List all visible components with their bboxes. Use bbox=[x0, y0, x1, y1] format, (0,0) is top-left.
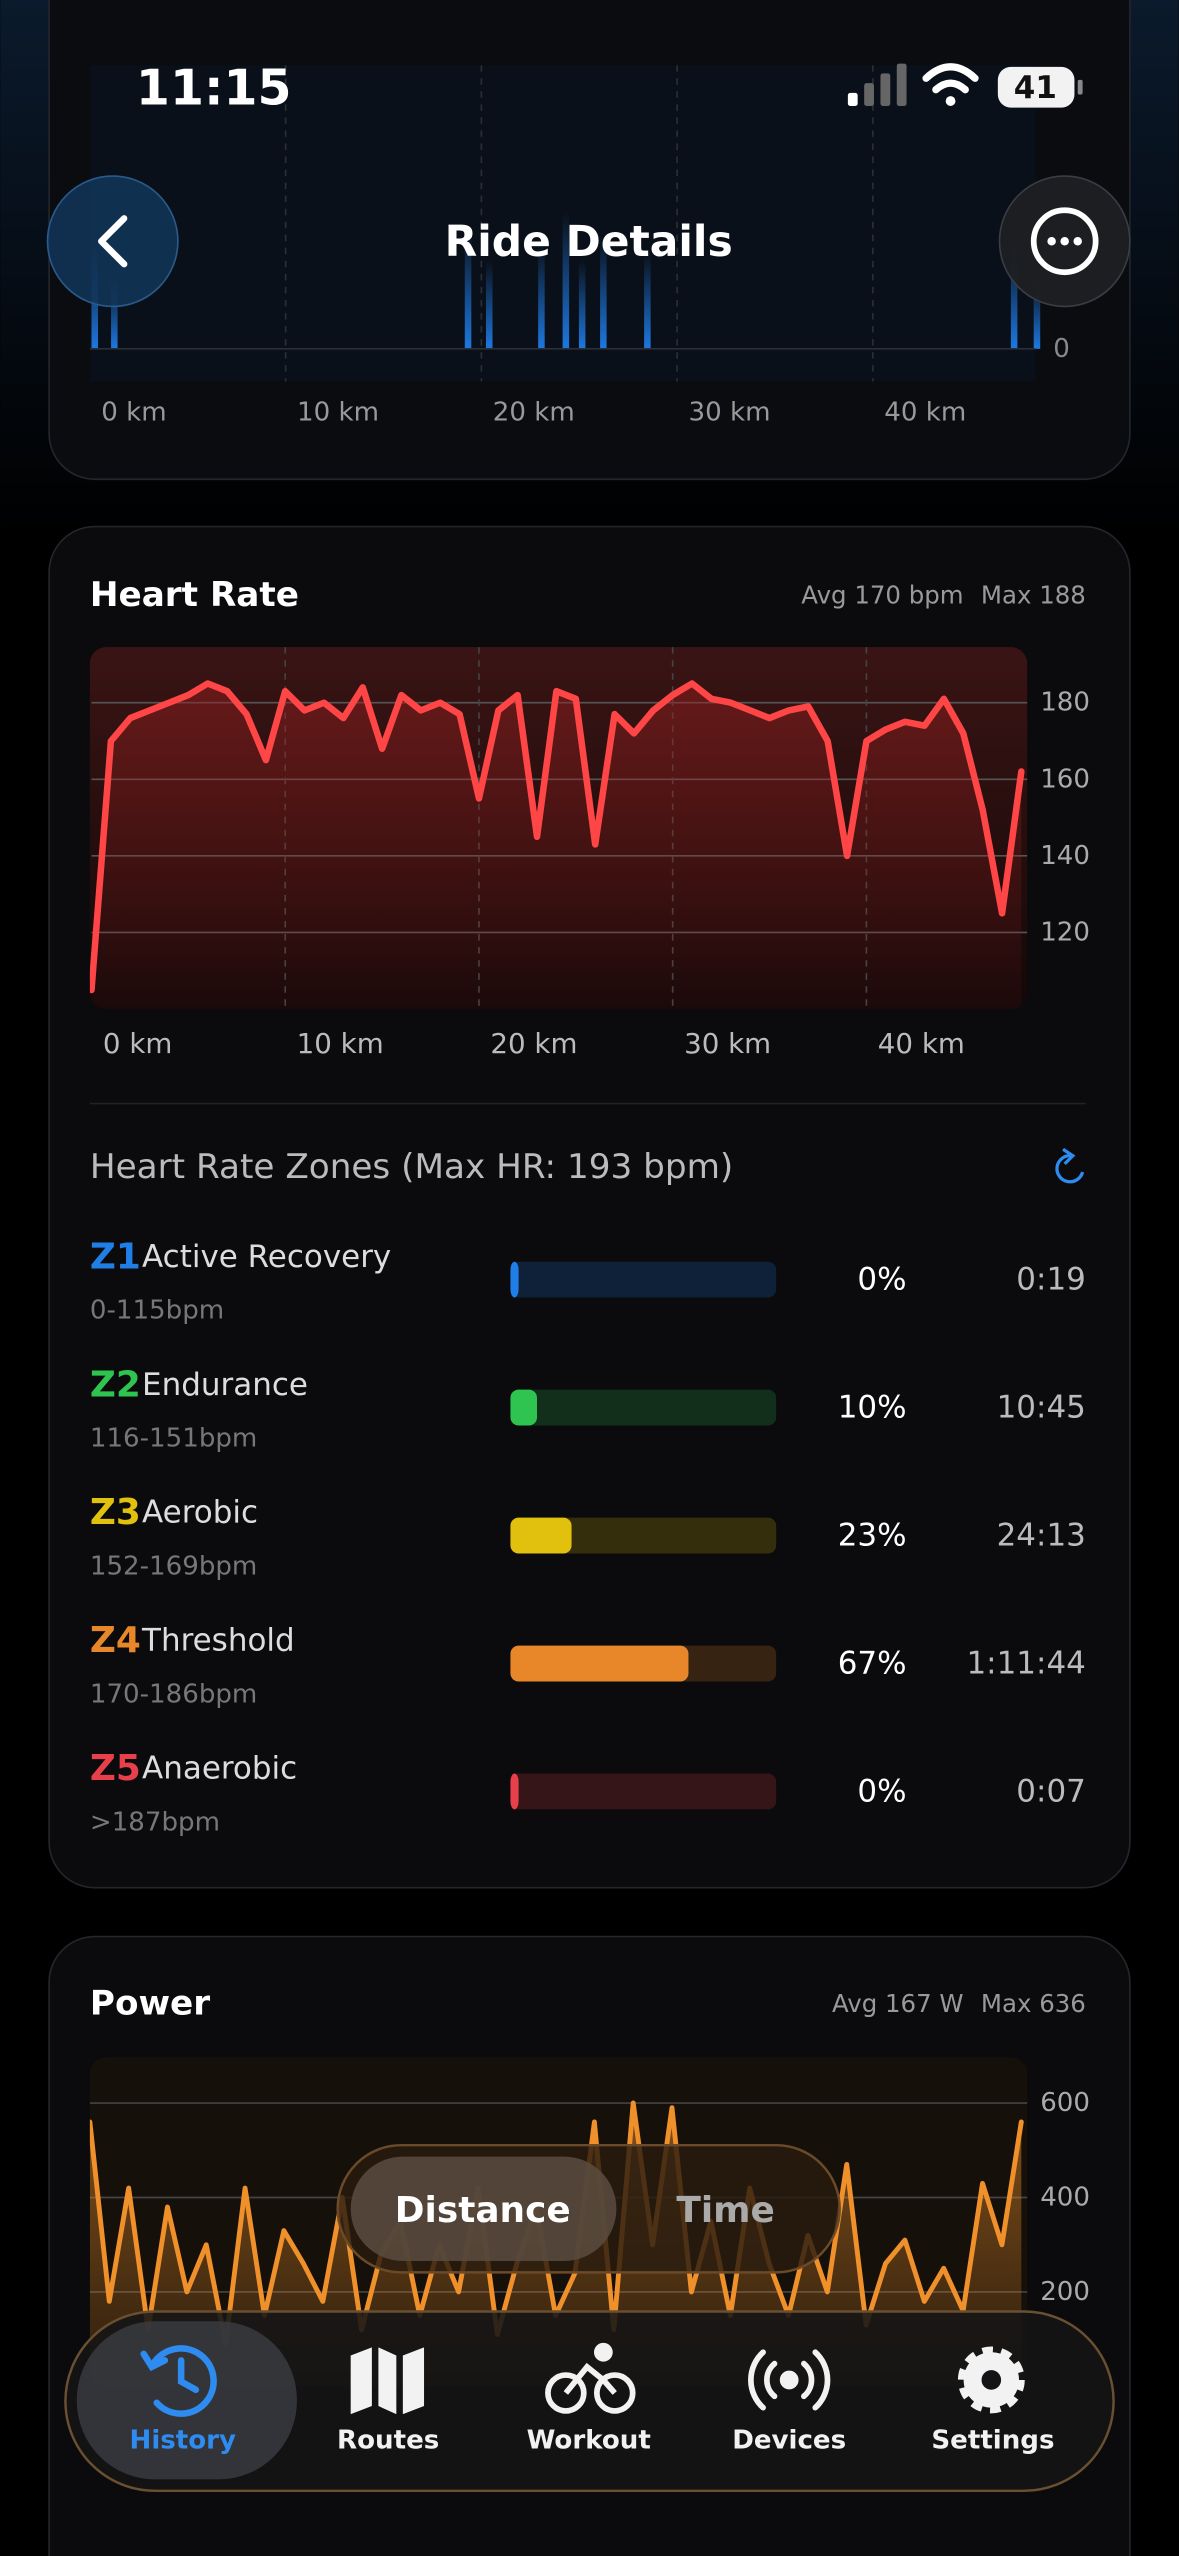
tab-label[interactable]: Routes bbox=[337, 2425, 439, 2455]
zone-range: 152-169bpm bbox=[90, 1552, 257, 1582]
zone-name: Active Recovery bbox=[142, 1239, 391, 1275]
zone-percent: 0% bbox=[857, 1262, 906, 1298]
page-title: Ride Details bbox=[445, 217, 733, 266]
toggle-option[interactable]: Distance bbox=[395, 2190, 571, 2231]
workout-icon bbox=[545, 2342, 636, 2414]
zone-bar bbox=[510, 1389, 538, 1426]
tab-label[interactable]: Devices bbox=[732, 2425, 846, 2455]
settings-icon bbox=[957, 2346, 1025, 2414]
x-tick-label: 40 km bbox=[884, 397, 966, 427]
card-title: Heart Rate bbox=[90, 575, 299, 615]
back-button[interactable] bbox=[46, 175, 179, 308]
max-stat: Max 636 bbox=[981, 1989, 1086, 2018]
x-tick-label: 10 km bbox=[297, 397, 379, 427]
zone-code: Z3 bbox=[90, 1492, 141, 1533]
distance-chart: 0 0 km 10 km 20 km 30 km 40 km bbox=[89, 65, 1070, 427]
heart-rate-chart: 120 140 160 180 0 km 10 km 20 km 30 km 40 km bbox=[89, 647, 1090, 1060]
zone-name: Endurance bbox=[142, 1367, 308, 1403]
zone-name: Threshold bbox=[141, 1623, 295, 1659]
x-tick-label: 40 km bbox=[878, 1027, 965, 1060]
zone-time: 0:07 bbox=[1016, 1773, 1086, 1809]
zone-bar bbox=[510, 1645, 689, 1682]
x-tick-label: 20 km bbox=[493, 397, 575, 427]
line bbox=[89, 680, 1025, 994]
back-icon bbox=[98, 215, 128, 268]
y-tick-label: 400 bbox=[1040, 2182, 1090, 2212]
x-tick-label: 10 km bbox=[297, 1027, 384, 1060]
y-tick-label: 180 bbox=[1040, 688, 1090, 718]
zone-range: 170-186bpm bbox=[90, 1679, 257, 1709]
more-dots bbox=[1047, 237, 1082, 246]
y-tick-label: 120 bbox=[1040, 917, 1090, 947]
y-tick-label: 600 bbox=[1040, 2088, 1090, 2118]
zone-code: Z2 bbox=[90, 1364, 141, 1405]
devices-icon bbox=[748, 2349, 831, 2411]
history-icon bbox=[140, 2345, 217, 2417]
toggle-selected bbox=[350, 2156, 617, 2261]
max-stat: Max 188 bbox=[981, 580, 1086, 609]
zone-bar bbox=[510, 1261, 519, 1298]
zone-code: Z1 bbox=[90, 1236, 141, 1277]
zone-track bbox=[510, 1389, 777, 1426]
area bbox=[91, 683, 1022, 1010]
more-icon bbox=[1030, 207, 1099, 276]
card-title: Power bbox=[90, 1983, 210, 2023]
x-tick-label: 20 km bbox=[490, 1027, 577, 1060]
zone-code: Z5 bbox=[90, 1748, 141, 1789]
tab-label[interactable]: History bbox=[130, 2425, 237, 2455]
zone-time: 0:19 bbox=[1016, 1262, 1086, 1298]
y-tick-label: 200 bbox=[1040, 2277, 1090, 2307]
zone-time: 1:11:44 bbox=[966, 1646, 1085, 1682]
zone-range: 0-115bpm bbox=[90, 1296, 224, 1326]
zone-bar bbox=[510, 1773, 519, 1810]
battery-tip bbox=[1077, 79, 1083, 95]
zone-track bbox=[510, 1517, 777, 1554]
zone-percent: 23% bbox=[838, 1518, 907, 1554]
toggle-option[interactable]: Time bbox=[676, 2190, 774, 2231]
zones-title: Heart Rate Zones (Max HR: 193 bpm) bbox=[90, 1147, 733, 1187]
x-tick-label: 0 km bbox=[101, 397, 166, 427]
refresh-icon[interactable] bbox=[1055, 1147, 1085, 1184]
zone-name: Aerobic bbox=[142, 1495, 258, 1531]
tab-selected bbox=[76, 2321, 297, 2480]
tab-bar bbox=[64, 2310, 1115, 2493]
plot-clip bbox=[89, 680, 1025, 1010]
zone-range: >187bpm bbox=[90, 1807, 220, 1837]
wifi-icon bbox=[922, 63, 979, 106]
x-tick-label: 30 km bbox=[684, 1027, 771, 1060]
zone-track bbox=[510, 1261, 777, 1298]
y-tick-label: 140 bbox=[1040, 841, 1090, 871]
signal-icon bbox=[847, 63, 907, 106]
status-time: 11:15 bbox=[136, 60, 292, 117]
x-tick-label: 0 km bbox=[103, 1027, 172, 1060]
avg-stat: Avg 170 bpm bbox=[801, 580, 963, 609]
tab-label[interactable]: Settings bbox=[931, 2425, 1054, 2455]
zone-code: Z4 bbox=[90, 1620, 141, 1661]
zone-name: Anaerobic bbox=[142, 1751, 297, 1787]
zones-list: Z1 Active Recovery 0-115bpm 0% 0:19 Z2 Enduran… bbox=[90, 1236, 1086, 1837]
y-tick-label: 160 bbox=[1040, 764, 1090, 794]
tabs: History Routes Workout Devices Settings bbox=[130, 2425, 1055, 2455]
tab-label[interactable]: Workout bbox=[527, 2425, 651, 2455]
y-tick-label: 0 bbox=[1053, 334, 1070, 364]
zone-percent: 10% bbox=[838, 1390, 907, 1426]
x-tick-label: 30 km bbox=[689, 397, 771, 427]
battery-icon bbox=[997, 66, 1075, 108]
zone-bar bbox=[510, 1517, 572, 1554]
routes-icon bbox=[350, 2347, 425, 2415]
avg-stat: Avg 167 W bbox=[832, 1989, 964, 2018]
zone-track bbox=[510, 1773, 777, 1810]
zone-time: 10:45 bbox=[997, 1390, 1086, 1426]
zone-percent: 67% bbox=[838, 1646, 907, 1682]
battery-level: 41 bbox=[1014, 70, 1057, 106]
zone-range: 116-151bpm bbox=[90, 1424, 257, 1454]
zone-time: 24:13 bbox=[997, 1518, 1086, 1554]
zone-percent: 0% bbox=[857, 1773, 906, 1809]
